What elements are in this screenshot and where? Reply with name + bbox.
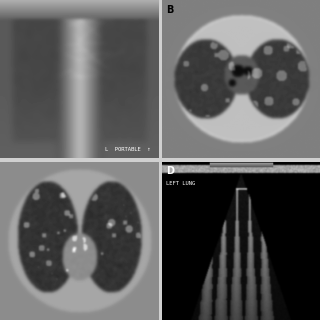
Text: LEFT LUNG: LEFT LUNG	[166, 180, 196, 186]
Text: B: B	[166, 5, 174, 15]
Text: L  PORTABLE  ↑: L PORTABLE ↑	[105, 147, 150, 152]
Text: D: D	[166, 166, 174, 176]
